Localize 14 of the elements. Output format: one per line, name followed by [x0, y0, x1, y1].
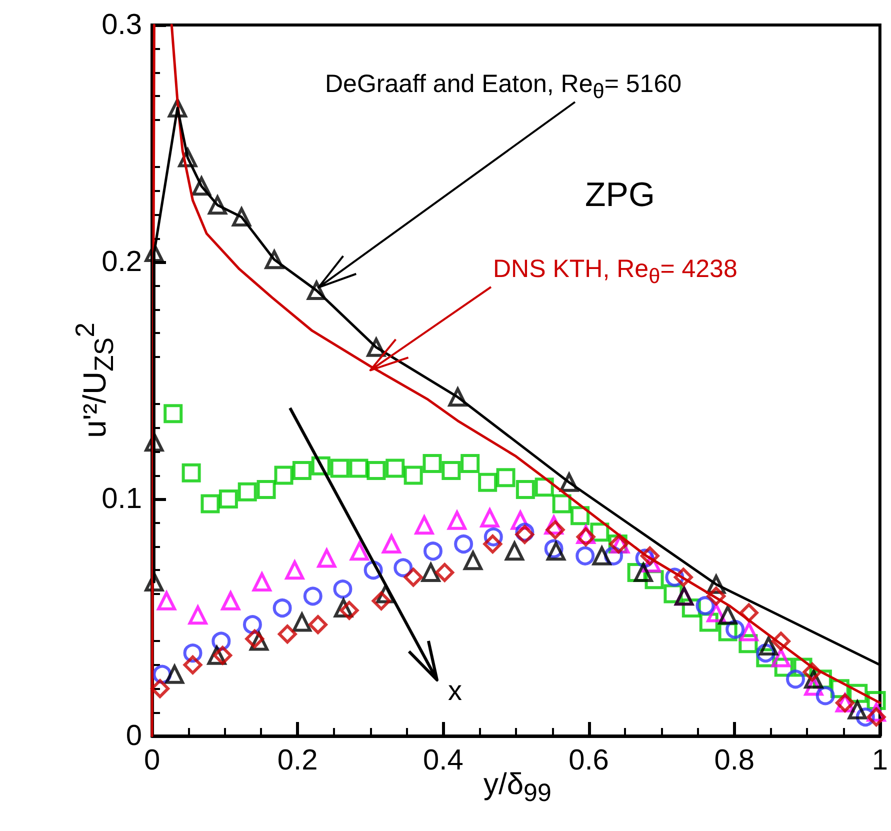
- x-tick-label: 0.6: [568, 744, 609, 776]
- x-tick-label: 0.2: [277, 744, 318, 776]
- text: DeGraaff and Eaton, Re$_{θ}$= 5160: [325, 70, 682, 103]
- y-tick-label: 0.2: [102, 246, 142, 278]
- y-tick-label: 0.1: [102, 483, 142, 515]
- annotation: x: [448, 675, 462, 706]
- x-axis-title: y/δ$_{99}$: [484, 768, 552, 807]
- y-tick-label: 0: [126, 720, 142, 752]
- y-tick-label: 0.3: [102, 9, 142, 41]
- text: DNS KTH, Re$_{θ}$= 4238: [493, 255, 738, 288]
- x-tick-label: 1: [872, 744, 888, 776]
- x-tick-label: 0.8: [714, 744, 755, 776]
- x-tick-label: 0.4: [423, 744, 464, 776]
- annotation: ZPG: [585, 176, 655, 214]
